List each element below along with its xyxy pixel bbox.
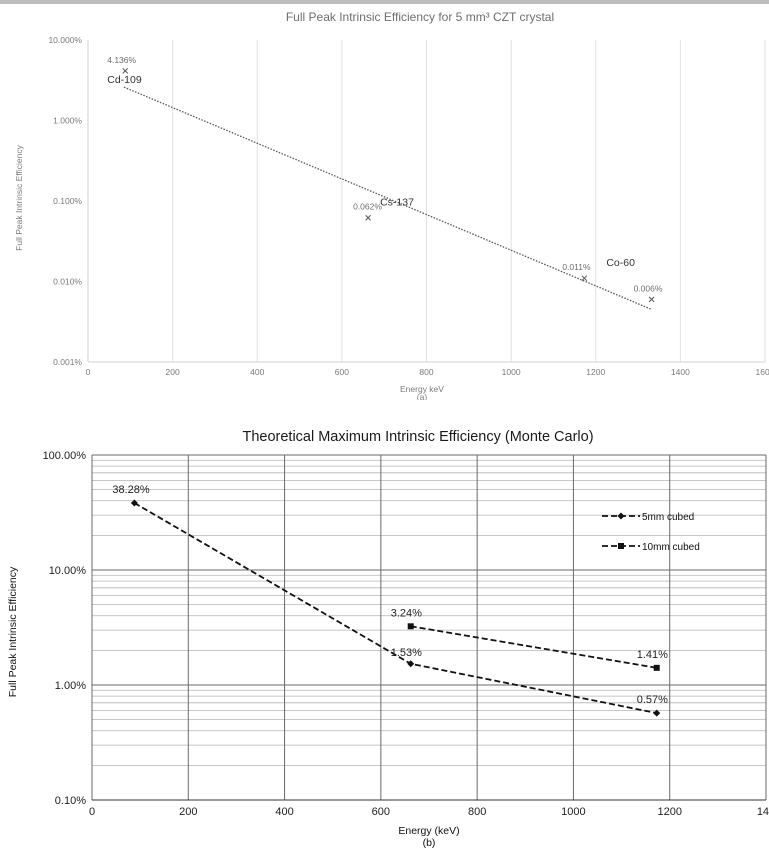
chart-a-x-tick-label: 800 xyxy=(419,367,433,377)
chart-b-x-tick-label: 400 xyxy=(275,806,293,818)
chart-b-x-tick-label: 1000 xyxy=(561,806,585,818)
chart-b-y-tick-label: 10.00% xyxy=(49,565,87,577)
chart-a-data-label: 4.136% xyxy=(107,55,136,65)
chart-b-x-axis-label: Energy (keV) xyxy=(398,825,459,837)
chart-b-data-point-diamond xyxy=(130,499,138,507)
legend-entry: 5mm cubed xyxy=(642,512,694,523)
chart-a-data-point xyxy=(365,214,371,221)
legend-entry: 10mm cubed xyxy=(642,542,700,553)
chart-b-title: Theoretical Maximum Intrinsic Efficiency… xyxy=(242,429,593,445)
top-border xyxy=(0,0,769,4)
chart-a-data-label: 0.062% xyxy=(353,202,382,212)
chart-a-x-tick-label: 0 xyxy=(86,367,91,377)
chart-a-x-tick-label: 1000 xyxy=(502,367,521,377)
chart-b-x-tick-label: 0 xyxy=(89,806,95,818)
chart-b-data-label: 38.28% xyxy=(112,484,150,496)
chart-b-x-tick-label: 200 xyxy=(179,806,197,818)
chart-b-data-label: 1.53% xyxy=(391,647,422,659)
chart-b-data-point-square xyxy=(407,623,414,630)
chart-a-x-tick-label: 1600 xyxy=(756,367,769,377)
chart-b-y-tick-label: 0.10% xyxy=(55,795,86,807)
chart-a-data-point xyxy=(648,296,655,303)
chart-a-data-label: 0.006% xyxy=(634,283,663,293)
chart-a-y-tick-label: 0.100% xyxy=(53,196,82,206)
chart-a-data-point xyxy=(122,68,129,74)
chart-b-data-point-diamond xyxy=(653,709,661,717)
chart-a-data-label: 0.011% xyxy=(562,262,591,272)
chart-a-x-tick-label: 1200 xyxy=(586,367,605,377)
chart-b-x-tick-label: 800 xyxy=(468,806,486,818)
chart-a-isotope-label: Cd-109 xyxy=(107,74,142,86)
chart-a-data-point xyxy=(581,275,588,282)
chart-b-data-label: 0.57% xyxy=(637,694,668,706)
chart-b-y-tick-label: 1.00% xyxy=(55,680,86,692)
chart-a-y-tick-label: 10.000% xyxy=(48,35,82,45)
chart-b-x-tick-label: 1200 xyxy=(657,806,681,818)
chart-b-caption: (b) xyxy=(423,837,436,849)
chart-a-x-tick-label: 1400 xyxy=(671,367,690,377)
chart-b-data-label: 3.24% xyxy=(391,607,422,619)
chart-b-data-label: 1.41% xyxy=(637,649,668,661)
chart-b-data-point-diamond xyxy=(407,660,415,668)
chart-a-trendline xyxy=(123,86,652,311)
chart-a-y-tick-label: 1.000% xyxy=(53,116,82,126)
chart-b-data-point-square xyxy=(653,664,660,671)
chart-a-isotope-label: Cs-137 xyxy=(380,197,414,209)
chart-a-y-axis-label: Full Peak Intrinsic Efficiency xyxy=(14,144,24,250)
chart-a-x-tick-label: 200 xyxy=(166,367,180,377)
chart-a-isotope-label: Co-60 xyxy=(606,257,635,269)
chart-a-x-axis-label: Energy keV xyxy=(400,384,444,394)
chart-a-x-tick-label: 400 xyxy=(250,367,264,377)
legend-marker-square xyxy=(618,543,624,549)
chart-a-y-tick-label: 0.001% xyxy=(53,357,82,367)
chart-b-series-line-2 xyxy=(410,625,657,669)
chart-a-title: Full Peak Intrinsic Efficiency for 5 mm³… xyxy=(286,10,554,24)
chart-a: Full Peak Intrinsic Efficiency for 5 mm³… xyxy=(14,10,769,400)
chart-b-x-tick-label: 600 xyxy=(372,806,390,818)
chart-b-y-axis-label: Full Peak Intrinsic Efficiency xyxy=(7,566,19,697)
chart-a-x-tick-label: 600 xyxy=(335,367,349,377)
chart-b-x-tick-label: 140 xyxy=(757,806,769,818)
legend-marker-diamond xyxy=(617,512,625,520)
chart-a-y-tick-label: 0.010% xyxy=(53,277,82,287)
chart-a-caption: (a) xyxy=(417,392,428,400)
chart-b-y-tick-label: 100.00% xyxy=(43,450,87,462)
